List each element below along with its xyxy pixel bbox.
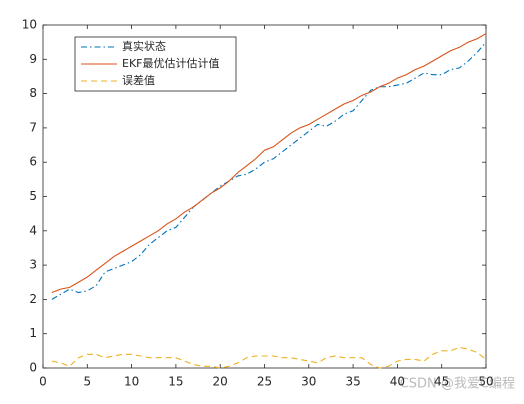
x-tick-label: 0 [39, 375, 47, 389]
legend-label: 真实状态 [122, 39, 166, 53]
series-line [51, 41, 487, 300]
x-tick-label: 10 [124, 375, 139, 389]
y-tick-label: 3 [29, 258, 37, 272]
x-tick-label: 50 [478, 375, 493, 389]
watermark: CSDN @我爱C编程 [400, 377, 515, 392]
x-tick-label: 30 [301, 375, 316, 389]
x-tick-label: 15 [168, 375, 183, 389]
y-tick-label: 10 [22, 18, 37, 32]
x-tick-label: 35 [345, 375, 360, 389]
y-tick-label: 4 [29, 223, 37, 237]
y-tick-label: 6 [29, 155, 37, 169]
y-tick-label: 0 [29, 361, 37, 375]
x-tick-label: 25 [257, 375, 272, 389]
x-tick-label: 5 [83, 375, 91, 389]
legend-label: 误差值 [122, 73, 155, 87]
x-tick-label: 20 [213, 375, 228, 389]
x-tick-label: 40 [390, 375, 405, 389]
y-tick-label: 8 [29, 86, 37, 100]
x-tick-label: 45 [434, 375, 449, 389]
y-tick-label: 5 [29, 189, 37, 203]
y-tick-label: 9 [29, 52, 37, 66]
y-tick-label: 2 [29, 292, 37, 306]
legend-label: EKF最优估计估计值 [122, 57, 220, 70]
y-tick-label: 1 [29, 326, 37, 340]
y-tick-label: 7 [29, 120, 37, 134]
series-line [51, 33, 487, 294]
